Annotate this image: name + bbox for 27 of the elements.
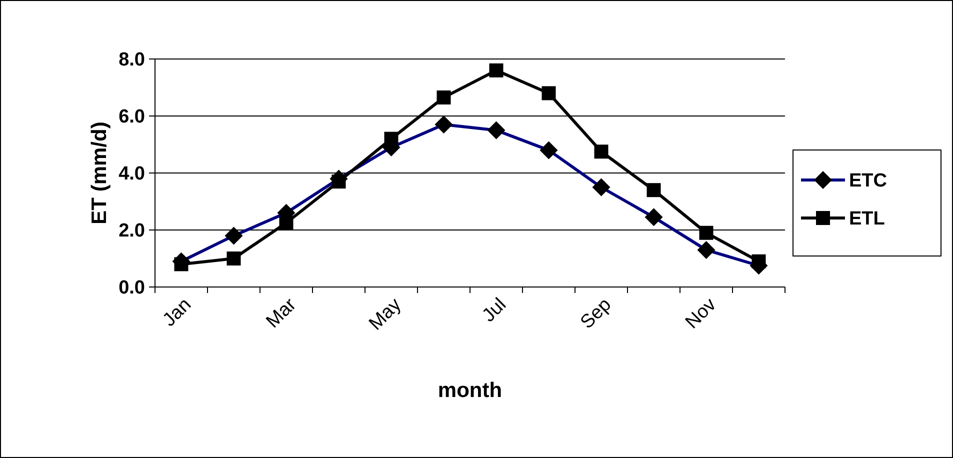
x-axis-title: month bbox=[438, 379, 502, 402]
legend-label: ETC bbox=[849, 170, 888, 192]
point bbox=[279, 216, 294, 230]
legend-label: ETL bbox=[849, 208, 886, 230]
point bbox=[436, 90, 451, 104]
point bbox=[594, 144, 608, 159]
point bbox=[752, 254, 766, 268]
y-tick-label: 2.0 bbox=[118, 220, 145, 242]
y-tick-label: 0.0 bbox=[118, 278, 145, 299]
point bbox=[489, 63, 504, 78]
point bbox=[542, 86, 556, 100]
x-tick-label: Nov bbox=[682, 294, 721, 334]
point bbox=[384, 132, 398, 146]
point bbox=[332, 174, 346, 189]
x-tick-label: Jul bbox=[478, 294, 510, 326]
y-axis-title: ET (mm/d) bbox=[88, 122, 111, 224]
x-tick-label: Sep bbox=[576, 294, 616, 334]
y-tick-label: 8.0 bbox=[118, 50, 145, 71]
point bbox=[646, 183, 661, 198]
y-tick-label: 4.0 bbox=[118, 164, 145, 185]
y-tick-label: 6.0 bbox=[118, 106, 145, 128]
point bbox=[699, 226, 714, 240]
x-tick-label: Jan bbox=[158, 294, 196, 331]
x-tick-label: May bbox=[365, 294, 406, 335]
point bbox=[226, 252, 241, 266]
x-tick-label: Mar bbox=[262, 294, 301, 332]
point bbox=[174, 257, 188, 272]
